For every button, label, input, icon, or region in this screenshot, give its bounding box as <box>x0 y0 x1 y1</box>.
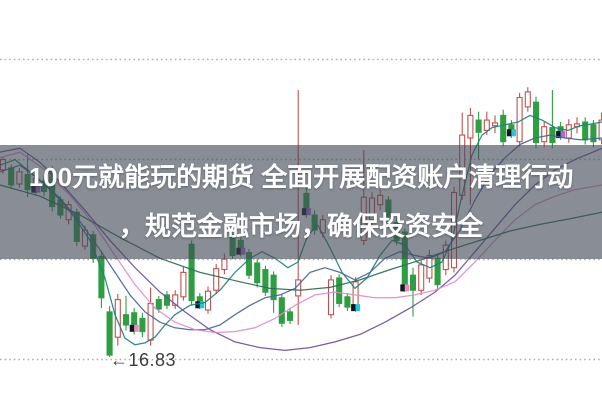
headline-overlay-band: 100元就能玩的期货 全面开展配资账户清理行动 ，规范金融市场，确保投资安全 <box>0 145 602 259</box>
headline-line-1: 100元就能玩的期货 全面开展配资账户清理行动 <box>28 161 574 192</box>
headline-line-2: ，规范金融市场，确保投资安全 <box>118 211 483 241</box>
low-price-annotation: ←16.83 <box>110 350 177 370</box>
